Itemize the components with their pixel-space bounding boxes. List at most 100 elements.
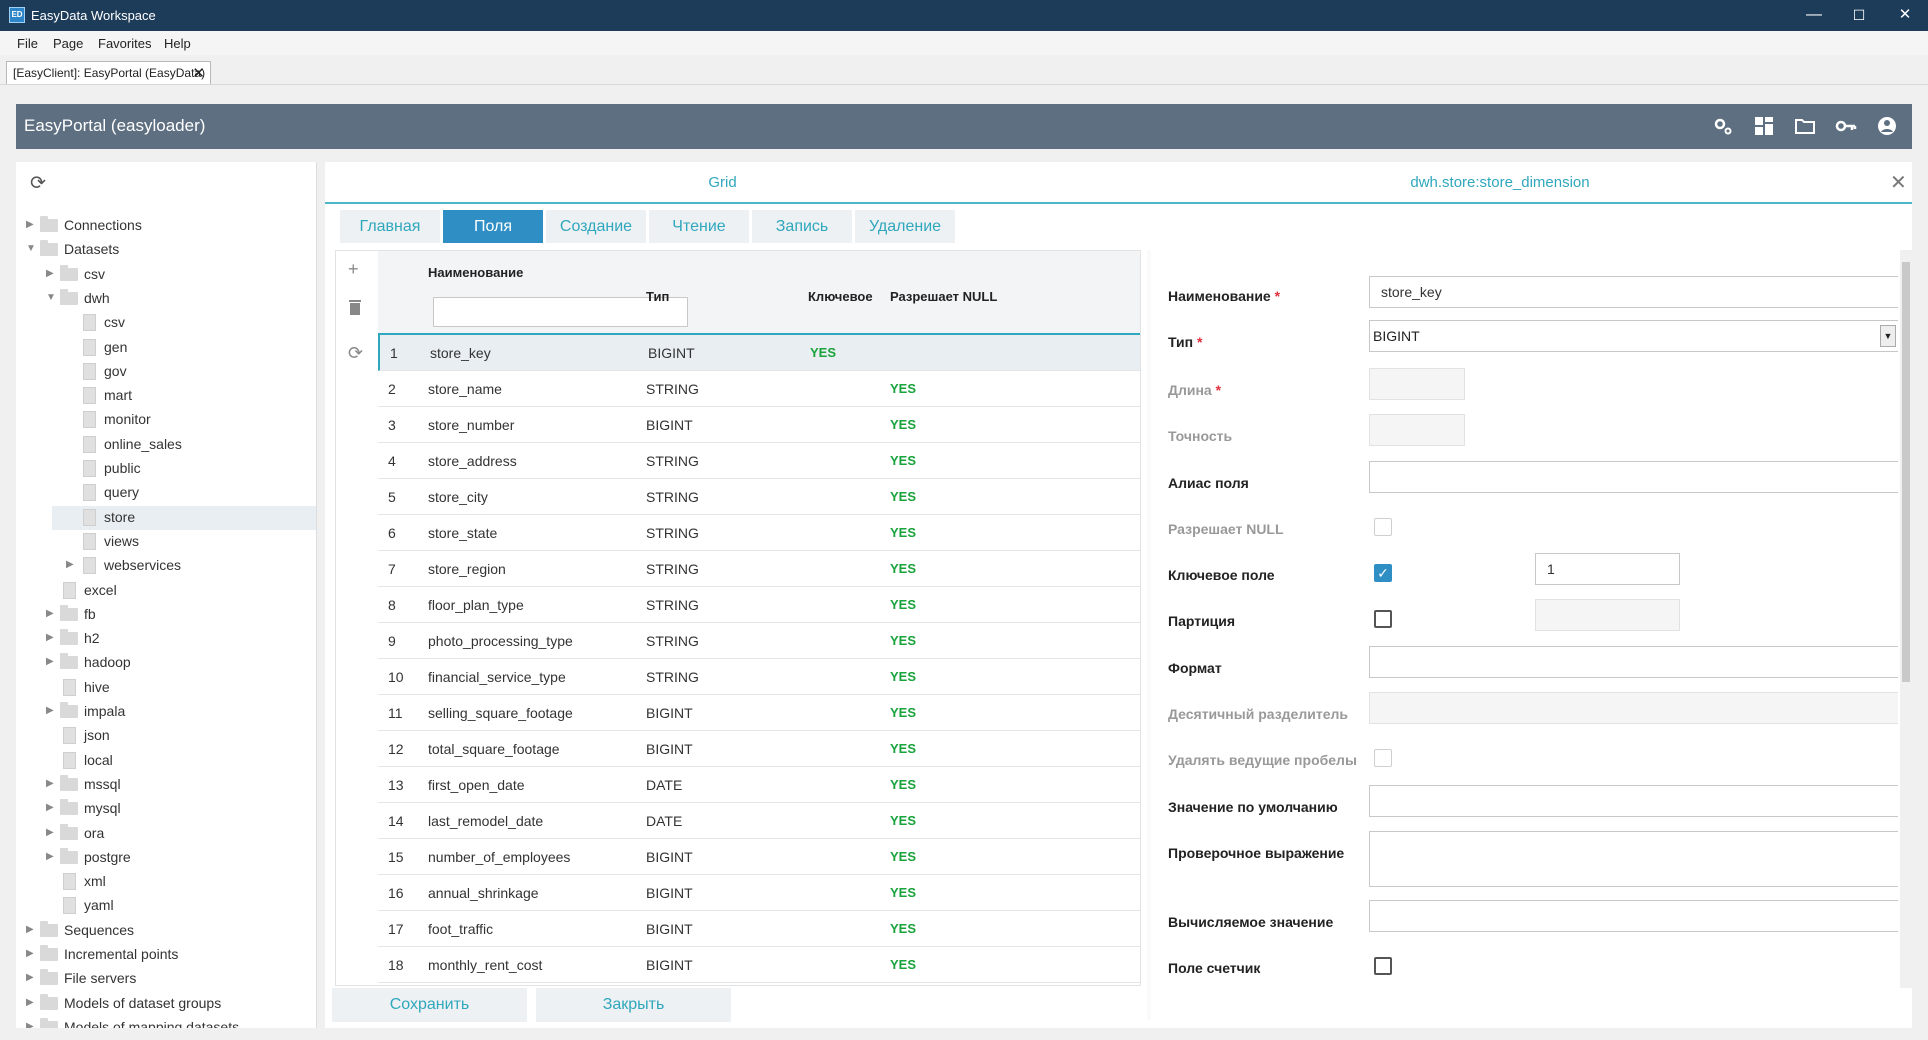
table-row[interactable]: 8 floor_plan_type STRING YES bbox=[378, 587, 1140, 623]
refresh-tree-icon[interactable]: ⟳ bbox=[30, 173, 46, 194]
maximize-button[interactable]: ☐ bbox=[1852, 7, 1866, 23]
tree-item[interactable]: ▶ fb bbox=[16, 603, 316, 627]
table-row[interactable]: 12 total_square_footage BIGINT YES bbox=[378, 731, 1140, 767]
table-row[interactable]: 10 financial_service_type STRING YES bbox=[378, 659, 1140, 695]
tab-grid[interactable]: Grid bbox=[708, 174, 737, 191]
table-row[interactable]: 18 monthly_rent_cost BIGINT YES bbox=[378, 947, 1140, 983]
tree-item[interactable]: xml bbox=[16, 870, 316, 894]
key-icon[interactable] bbox=[1834, 114, 1858, 138]
precision-input[interactable] bbox=[1369, 414, 1465, 446]
folder-icon[interactable] bbox=[1793, 114, 1817, 138]
chevron-right-icon[interactable]: ▶ bbox=[46, 632, 54, 644]
nullable-checkbox[interactable] bbox=[1374, 518, 1392, 536]
close-dataset-tab-icon[interactable]: ✕ bbox=[1890, 172, 1907, 194]
tree-item[interactable]: json bbox=[16, 724, 316, 748]
minimize-button[interactable]: — bbox=[1806, 6, 1822, 23]
table-row[interactable]: 14 last_remodel_date DATE YES bbox=[378, 803, 1140, 839]
tree-item[interactable]: monitor bbox=[52, 408, 316, 432]
refresh-grid-icon[interactable]: ⟳ bbox=[348, 343, 364, 363]
dashboard-icon[interactable] bbox=[1752, 114, 1776, 138]
chevron-right-icon[interactable]: ▶ bbox=[26, 972, 34, 984]
tree-item[interactable]: excel bbox=[16, 579, 316, 603]
close-button[interactable]: Закрыть bbox=[536, 988, 731, 1022]
menu-page[interactable]: Page bbox=[53, 36, 84, 51]
name-filter-input[interactable] bbox=[433, 297, 688, 327]
tree-item[interactable]: public bbox=[52, 457, 316, 481]
subtab-write[interactable]: Запись bbox=[752, 210, 852, 243]
chevron-right-icon[interactable]: ▶ bbox=[66, 559, 74, 571]
delete-field-icon[interactable] bbox=[348, 299, 362, 321]
table-row[interactable]: 2 store_name STRING YES bbox=[378, 371, 1140, 407]
table-row[interactable]: 4 store_address STRING YES bbox=[378, 443, 1140, 479]
tree-item[interactable]: store bbox=[52, 505, 316, 530]
table-row[interactable]: 13 first_open_date DATE YES bbox=[378, 767, 1140, 803]
chevron-right-icon[interactable]: ▶ bbox=[26, 219, 34, 230]
chevron-right-icon[interactable]: ▶ bbox=[46, 656, 54, 668]
tree-item[interactable]: ▶ webservices bbox=[52, 554, 316, 578]
tree-item[interactable]: ▶ csv bbox=[16, 263, 316, 287]
tree-item[interactable]: gov bbox=[52, 360, 316, 384]
key-order-input[interactable]: 1 bbox=[1535, 553, 1680, 585]
table-row[interactable]: 7 store_region STRING YES bbox=[378, 551, 1140, 587]
panel-splitter[interactable] bbox=[1147, 250, 1151, 1020]
tree-item[interactable]: ▶ Models of mapping datasets bbox=[16, 1016, 316, 1028]
tree-item[interactable]: hive bbox=[16, 676, 316, 700]
default-value-input[interactable] bbox=[1369, 785, 1898, 817]
column-header-type[interactable]: Тип bbox=[646, 289, 670, 304]
table-row[interactable]: 16 annual_shrinkage BIGINT YES bbox=[378, 875, 1140, 911]
tree-item[interactable]: yaml bbox=[16, 894, 316, 918]
field-type-select[interactable]: BIGINT ▼ bbox=[1369, 320, 1898, 352]
tree-item[interactable]: ▶ Incremental points bbox=[16, 943, 316, 967]
tree-item[interactable]: ▶ File servers bbox=[16, 967, 316, 991]
menu-favorites[interactable]: Favorites bbox=[98, 36, 152, 51]
tree-item[interactable]: csv bbox=[52, 311, 316, 335]
alias-input[interactable] bbox=[1369, 461, 1898, 493]
menu-file[interactable]: File bbox=[17, 36, 38, 51]
key-field-checkbox[interactable]: ✓ bbox=[1374, 564, 1392, 582]
chevron-right-icon[interactable]: ▶ bbox=[26, 1020, 34, 1028]
save-button[interactable]: Сохранить bbox=[332, 988, 527, 1022]
chevron-down-icon[interactable]: ▼ bbox=[26, 243, 36, 255]
settings-icon[interactable] bbox=[1711, 114, 1735, 138]
document-tab[interactable]: [EasyClient]: EasyPortal (EasyData) ✕ bbox=[6, 61, 211, 84]
table-row[interactable]: 6 store_state STRING YES bbox=[378, 515, 1140, 551]
chevron-right-icon[interactable]: ▶ bbox=[46, 607, 54, 619]
subtab-fields[interactable]: Поля bbox=[443, 210, 543, 243]
table-row[interactable]: 1 store_key BIGINT YES bbox=[378, 335, 1140, 371]
format-input[interactable] bbox=[1369, 646, 1898, 678]
chevron-right-icon[interactable]: ▶ bbox=[26, 923, 34, 935]
tree-item[interactable]: ▶ Models of dataset groups bbox=[16, 992, 316, 1016]
length-input[interactable] bbox=[1369, 368, 1465, 400]
partition-order-input[interactable] bbox=[1535, 599, 1680, 631]
column-header-nullable[interactable]: Разрешает NULL bbox=[890, 289, 998, 304]
table-row[interactable]: 15 number_of_employees BIGINT YES bbox=[378, 839, 1140, 875]
tree-item[interactable]: ▼ Datasets bbox=[16, 238, 316, 262]
tree-item[interactable]: ▶ mysql bbox=[16, 797, 316, 821]
chevron-right-icon[interactable]: ▶ bbox=[46, 826, 54, 838]
chevron-right-icon[interactable]: ▶ bbox=[46, 777, 54, 789]
chevron-right-icon[interactable]: ▶ bbox=[46, 850, 54, 862]
tree-item[interactable]: online_sales bbox=[52, 433, 316, 457]
field-name-input[interactable]: store_key bbox=[1369, 276, 1898, 308]
user-icon[interactable] bbox=[1875, 114, 1899, 138]
chevron-right-icon[interactable]: ▶ bbox=[46, 705, 54, 716]
add-field-icon[interactable]: + bbox=[348, 259, 359, 279]
chevron-right-icon[interactable]: ▶ bbox=[26, 948, 34, 959]
table-row[interactable]: 5 store_city STRING YES bbox=[378, 479, 1140, 515]
chevron-down-icon[interactable]: ▼ bbox=[46, 291, 56, 303]
chevron-right-icon[interactable]: ▶ bbox=[46, 267, 54, 279]
column-header-name[interactable]: Наименование bbox=[428, 265, 524, 280]
chevron-down-icon[interactable]: ▼ bbox=[1880, 325, 1896, 347]
subtab-create[interactable]: Создание bbox=[546, 210, 646, 243]
chevron-right-icon[interactable]: ▶ bbox=[26, 996, 34, 1008]
tree-item[interactable]: ▶ postgre bbox=[16, 846, 316, 870]
subtab-delete[interactable]: Удаление bbox=[855, 210, 955, 243]
tree-item[interactable]: query bbox=[52, 481, 316, 505]
form-scrollbar-thumb[interactable] bbox=[1902, 262, 1910, 682]
tree-item[interactable]: ▶ Connections bbox=[16, 214, 316, 238]
chevron-right-icon[interactable]: ▶ bbox=[46, 802, 54, 814]
tree-item[interactable]: ▼ dwh bbox=[16, 287, 316, 311]
tree-item[interactable]: ▶ mssql bbox=[16, 773, 316, 797]
partition-checkbox[interactable] bbox=[1374, 610, 1392, 628]
subtab-read[interactable]: Чтение bbox=[649, 210, 749, 243]
